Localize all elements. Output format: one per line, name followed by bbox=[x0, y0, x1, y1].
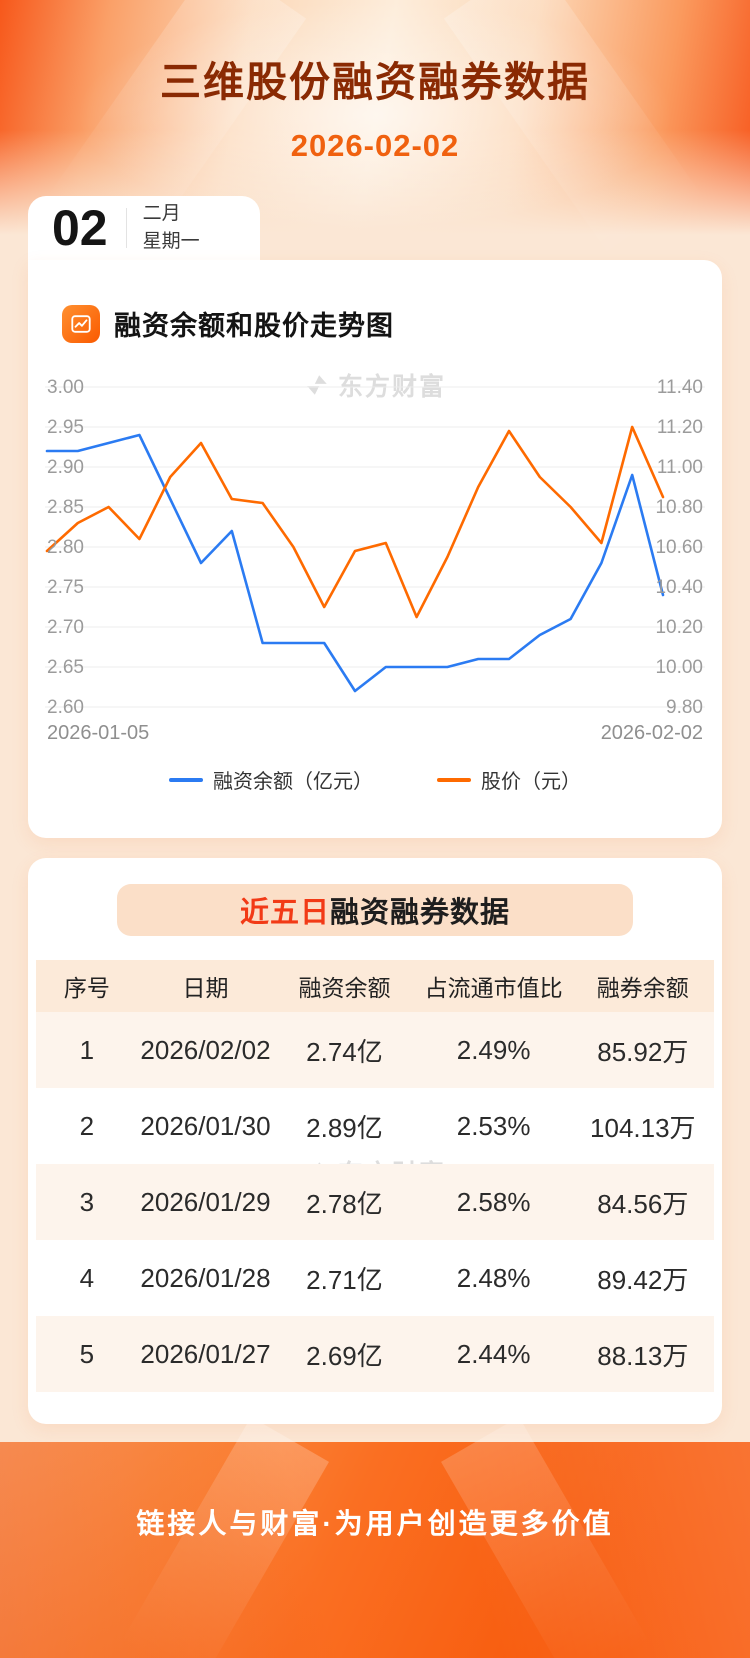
table-cell: 2 bbox=[79, 1110, 95, 1141]
table-row: 4 2026/01/28 2.71亿 2.48% 89.42万 bbox=[36, 1240, 714, 1316]
table-row: 5 2026/01/27 2.69亿 2.44% 88.13万 bbox=[36, 1316, 714, 1392]
svg-text:10.80: 10.80 bbox=[655, 497, 703, 518]
svg-text:2.70: 2.70 bbox=[47, 617, 84, 638]
svg-text:10.00: 10.00 bbox=[655, 657, 703, 678]
svg-text:11.00: 11.00 bbox=[657, 457, 703, 478]
table-cell: 2.69亿 bbox=[306, 1340, 383, 1371]
table-cell: 2.71亿 bbox=[306, 1264, 383, 1295]
svg-text:2026-01-05: 2026-01-05 bbox=[47, 722, 149, 744]
page-header: 三维股份融资融券数据 2026-02-02 bbox=[0, 48, 750, 164]
legend-label-stock-price: 股价（元） bbox=[481, 771, 581, 793]
trend-chart: 东方财富 3.00 2.95 2.90 2.85 2.80 2.75 2.70 2.65 2.6… bbox=[45, 363, 705, 755]
column-header: 融券余额 bbox=[596, 975, 689, 1001]
date-day: 02 bbox=[52, 200, 108, 256]
header-glow-decoration bbox=[75, 0, 675, 230]
table-cell: 2.48% bbox=[456, 1262, 531, 1293]
table-cell: 3 bbox=[79, 1186, 95, 1217]
table-card: 近五日 融资融券数据 东方财富 序号 日期 融资余额 占流通市值比 融券余额 1 2026/… bbox=[28, 858, 722, 1424]
table-cell: 2026/02/02 bbox=[140, 1034, 271, 1065]
table-cell: 2026/01/29 bbox=[140, 1186, 271, 1217]
margin-data-table: 序号 日期 融资余额 占流通市值比 融券余额 1 2026/02/02 2.74亿 2.49%… bbox=[36, 960, 714, 1392]
table-cell: 2026/01/27 bbox=[140, 1338, 271, 1369]
svg-text:10.20: 10.20 bbox=[655, 617, 703, 638]
table-row: 2 2026/01/30 2.89亿 2.53% 104.13万 bbox=[36, 1088, 714, 1164]
svg-text:2.90: 2.90 bbox=[47, 457, 84, 478]
svg-text:2.80: 2.80 bbox=[47, 537, 84, 558]
table-cell: 2.49% bbox=[456, 1034, 531, 1065]
svg-text:2.85: 2.85 bbox=[47, 497, 84, 518]
svg-text:2.60: 2.60 bbox=[47, 697, 84, 718]
table-cell: 104.13万 bbox=[590, 1112, 696, 1143]
trend-chart-svg: 3.00 2.95 2.90 2.85 2.80 2.75 2.70 2.65 2.60 11.4… bbox=[45, 377, 705, 744]
table-cell: 85.92万 bbox=[597, 1036, 689, 1067]
table-cell: 2.53% bbox=[456, 1110, 531, 1141]
legend-label-margin-balance: 融资余额（亿元） bbox=[213, 771, 373, 793]
table-cell: 1 bbox=[79, 1034, 95, 1065]
table-cell: 2.44% bbox=[456, 1338, 531, 1369]
legend-swatch-stock-price bbox=[437, 777, 471, 782]
svg-text:10.40: 10.40 bbox=[655, 577, 703, 598]
table-title: 近五日 融资融券数据 bbox=[117, 884, 633, 936]
date-weekday: 星期一 bbox=[142, 231, 200, 252]
date-month: 二月 bbox=[142, 203, 181, 225]
table-cell: 84.56万 bbox=[597, 1188, 689, 1219]
chart-section-header: 融资余额和股价走势图 bbox=[28, 260, 722, 343]
table-cell: 2026/01/28 bbox=[140, 1262, 271, 1293]
table-cell: 4 bbox=[79, 1262, 95, 1293]
svg-text:2.65: 2.65 bbox=[47, 657, 84, 678]
chart-legend: 融资余额（亿元） 股价（元） bbox=[28, 765, 722, 794]
column-header: 占流通市值比 bbox=[424, 975, 563, 1001]
chart-card: 融资余额和股价走势图 东方财富 3.00 2.95 2.90 2.85 2.80 2.75… bbox=[28, 260, 722, 838]
footer-slogan: 链接人与财富·为用户创造更多价值 bbox=[136, 1508, 614, 1539]
column-header: 融资余额 bbox=[298, 975, 391, 1001]
svg-text:9.80: 9.80 bbox=[666, 697, 703, 718]
page-title: 三维股份融资融券数据 bbox=[160, 59, 590, 105]
line-chart-icon bbox=[62, 304, 100, 343]
table-cell: 2.89亿 bbox=[306, 1112, 383, 1143]
svg-text:11.20: 11.20 bbox=[657, 417, 703, 438]
table-row: 1 2026/02/02 2.74亿 2.49% 85.92万 bbox=[36, 1012, 714, 1088]
svg-text:11.40: 11.40 bbox=[657, 377, 703, 398]
column-header: 日期 bbox=[182, 975, 229, 1001]
date-divider bbox=[125, 208, 127, 248]
table-cell: 89.42万 bbox=[597, 1264, 689, 1295]
svg-text:2026-02-02: 2026-02-02 bbox=[601, 722, 703, 744]
table-cell: 2.74亿 bbox=[306, 1036, 383, 1067]
table-cell: 5 bbox=[79, 1338, 95, 1369]
table-cell: 2.78亿 bbox=[306, 1188, 383, 1219]
header-date: 2026-02-02 bbox=[290, 128, 460, 163]
legend-item-margin-balance: 融资余额（亿元） bbox=[169, 765, 373, 794]
svg-text:3.00: 3.00 bbox=[47, 377, 84, 398]
date-card: 02 二月 星期一 bbox=[28, 196, 260, 260]
table-title-rest: 融资融券数据 bbox=[330, 897, 511, 929]
table-row: 3 2026/01/29 2.78亿 2.58% 84.56万 bbox=[36, 1164, 714, 1240]
table-cell: 2026/01/30 bbox=[140, 1110, 271, 1141]
svg-text:10.60: 10.60 bbox=[655, 537, 703, 558]
legend-item-stock-price: 股价（元） bbox=[437, 765, 581, 794]
chart-section-title: 融资余额和股价走势图 bbox=[114, 311, 394, 341]
table-title-highlight: 近五日 bbox=[239, 897, 330, 929]
legend-swatch-margin-balance bbox=[169, 777, 203, 782]
table-cell: 88.13万 bbox=[597, 1340, 689, 1371]
table-header-row: 序号 日期 融资余额 占流通市值比 融券余额 bbox=[36, 960, 714, 1012]
svg-text:2.75: 2.75 bbox=[47, 577, 84, 598]
column-header: 序号 bbox=[63, 975, 110, 1001]
table-cell: 2.58% bbox=[456, 1186, 531, 1217]
svg-text:2.95: 2.95 bbox=[47, 417, 84, 438]
page-footer: 链接人与财富·为用户创造更多价值 bbox=[0, 1416, 750, 1658]
